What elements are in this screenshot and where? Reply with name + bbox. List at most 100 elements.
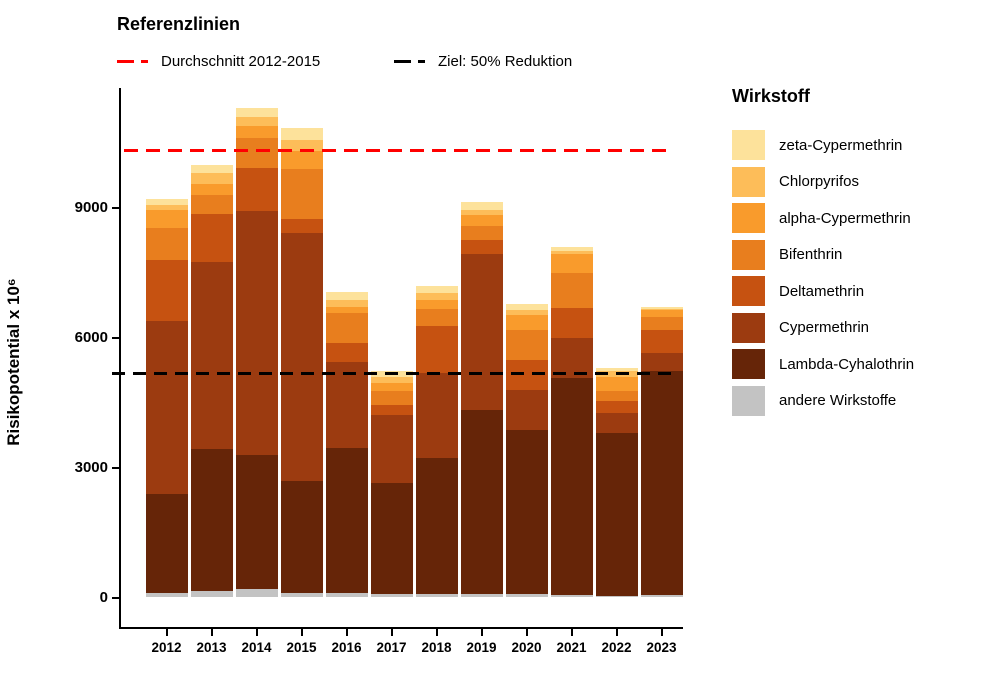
segment-andere-wirkstoffe	[280, 593, 323, 598]
legend-item-label: andere Wirkstoffe	[779, 392, 897, 409]
segment-zeta-cypermethrin	[325, 292, 368, 300]
segment-deltamethrin	[550, 308, 593, 339]
segment-lambda-cyhalothrin	[325, 448, 368, 594]
segment-cypermethrin	[550, 338, 593, 379]
segment-bifenthrin	[280, 169, 323, 220]
y-axis-title: Risikopotential x 10⁶	[4, 278, 23, 446]
segment-cypermethrin	[145, 321, 188, 494]
x-tick-label: 2013	[196, 640, 227, 655]
segment-alpha-cypermethrin	[460, 214, 503, 227]
segment-deltamethrin	[460, 239, 503, 255]
segment-cypermethrin	[235, 211, 278, 455]
segment-zeta-cypermethrin	[235, 108, 278, 117]
x-tick-mark	[300, 629, 303, 636]
x-tick-mark	[165, 629, 168, 636]
segment-alpha-cypermethrin	[145, 209, 188, 228]
segment-cypermethrin	[460, 254, 503, 410]
segment-bifenthrin	[550, 272, 593, 308]
x-tick-mark	[435, 629, 438, 636]
segment-andere-wirkstoffe	[415, 594, 458, 598]
bar-2012	[145, 199, 188, 598]
y-tick-mark	[112, 337, 120, 340]
segment-lambda-cyhalothrin	[280, 481, 323, 594]
legend-title: Wirkstoff	[732, 86, 810, 106]
segment-alpha-cypermethrin	[640, 310, 683, 318]
segment-alpha-cypermethrin	[325, 306, 368, 314]
segment-chlorpyrifos	[325, 299, 368, 307]
x-tick-mark	[480, 629, 483, 636]
legend-swatch-icon	[732, 349, 765, 379]
x-tick-label: 2015	[286, 640, 317, 655]
segment-zeta-cypermethrin	[640, 307, 683, 309]
y-tick-label: 6000	[74, 329, 108, 347]
legend-item-lambda-cyhalothrin: Lambda-Cyhalothrin	[732, 349, 914, 379]
legend-item-label: zeta-Cypermethrin	[779, 136, 903, 154]
average-reference-line	[124, 148, 672, 152]
segment-zeta-cypermethrin	[550, 247, 593, 252]
segment-zeta-cypermethrin	[415, 285, 458, 293]
reference-legend-target: Ziel: 50% Reduktion	[394, 53, 572, 70]
legend-item-label: Chlorpyrifos	[779, 173, 860, 190]
segment-andere-wirkstoffe	[190, 590, 233, 598]
y-tick-mark	[112, 596, 120, 599]
bar-2016	[325, 292, 368, 598]
segment-chlorpyrifos	[505, 309, 548, 315]
x-tick-mark	[525, 629, 528, 636]
segment-deltamethrin	[235, 167, 278, 212]
bar-2020	[505, 303, 548, 598]
segment-lambda-cyhalothrin	[145, 493, 188, 594]
segment-cypermethrin	[640, 352, 683, 372]
reference-legend-average-label: Durchschnitt 2012-2015	[161, 52, 321, 70]
segment-andere-wirkstoffe	[325, 593, 368, 598]
y-tick-mark	[112, 207, 120, 210]
y-tick-label: 0	[99, 588, 108, 606]
x-axis-line	[119, 627, 683, 629]
segment-zeta-cypermethrin	[460, 201, 503, 210]
bar-2018	[415, 285, 458, 598]
segment-deltamethrin	[595, 400, 638, 413]
segment-cypermethrin	[415, 373, 458, 459]
segment-deltamethrin	[145, 259, 188, 322]
segment-bifenthrin	[370, 391, 413, 406]
legend-item-label: Bifenthrin	[779, 246, 843, 263]
segment-cypermethrin	[280, 233, 323, 482]
segment-bifenthrin	[325, 313, 368, 344]
segment-lambda-cyhalothrin	[640, 371, 683, 596]
target-reference-line	[112, 372, 678, 376]
x-tick-mark	[660, 629, 663, 636]
segment-lambda-cyhalothrin	[370, 483, 413, 594]
segment-andere-wirkstoffe	[550, 594, 593, 598]
segment-andere-wirkstoffe	[640, 595, 683, 598]
segment-chlorpyrifos	[640, 308, 683, 311]
segment-deltamethrin	[280, 219, 323, 234]
bar-2023	[640, 307, 683, 598]
x-tick-mark	[255, 629, 258, 636]
segment-bifenthrin	[415, 308, 458, 327]
segment-bifenthrin	[595, 390, 638, 401]
segment-zeta-cypermethrin	[505, 303, 548, 310]
x-tick-label: 2018	[421, 640, 452, 655]
segment-lambda-cyhalothrin	[550, 378, 593, 595]
segment-alpha-cypermethrin	[595, 376, 638, 391]
segment-lambda-cyhalothrin	[595, 433, 638, 596]
x-tick-label: 2021	[556, 640, 587, 655]
segment-deltamethrin	[640, 330, 683, 353]
segment-chlorpyrifos	[235, 116, 278, 127]
segment-chlorpyrifos	[550, 251, 593, 255]
legend-swatch-icon	[732, 166, 765, 197]
y-tick-label: 9000	[74, 199, 108, 217]
legend-item-andere-wirkstoffe: andere Wirkstoffe	[732, 385, 897, 416]
legend-item-cypermethrin: Cypermethrin	[732, 312, 869, 343]
segment-deltamethrin	[370, 405, 413, 415]
segment-andere-wirkstoffe	[460, 593, 503, 598]
segment-andere-wirkstoffe	[370, 593, 413, 598]
legend-item-label: alpha-Cypermethrin	[779, 209, 911, 227]
x-tick-mark	[210, 629, 213, 636]
segment-lambda-cyhalothrin	[460, 409, 503, 594]
x-tick-mark	[615, 629, 618, 636]
segment-alpha-cypermethrin	[190, 183, 233, 195]
segment-bifenthrin	[145, 227, 188, 260]
x-tick-label: 2016	[331, 640, 362, 655]
segment-bifenthrin	[460, 226, 503, 240]
